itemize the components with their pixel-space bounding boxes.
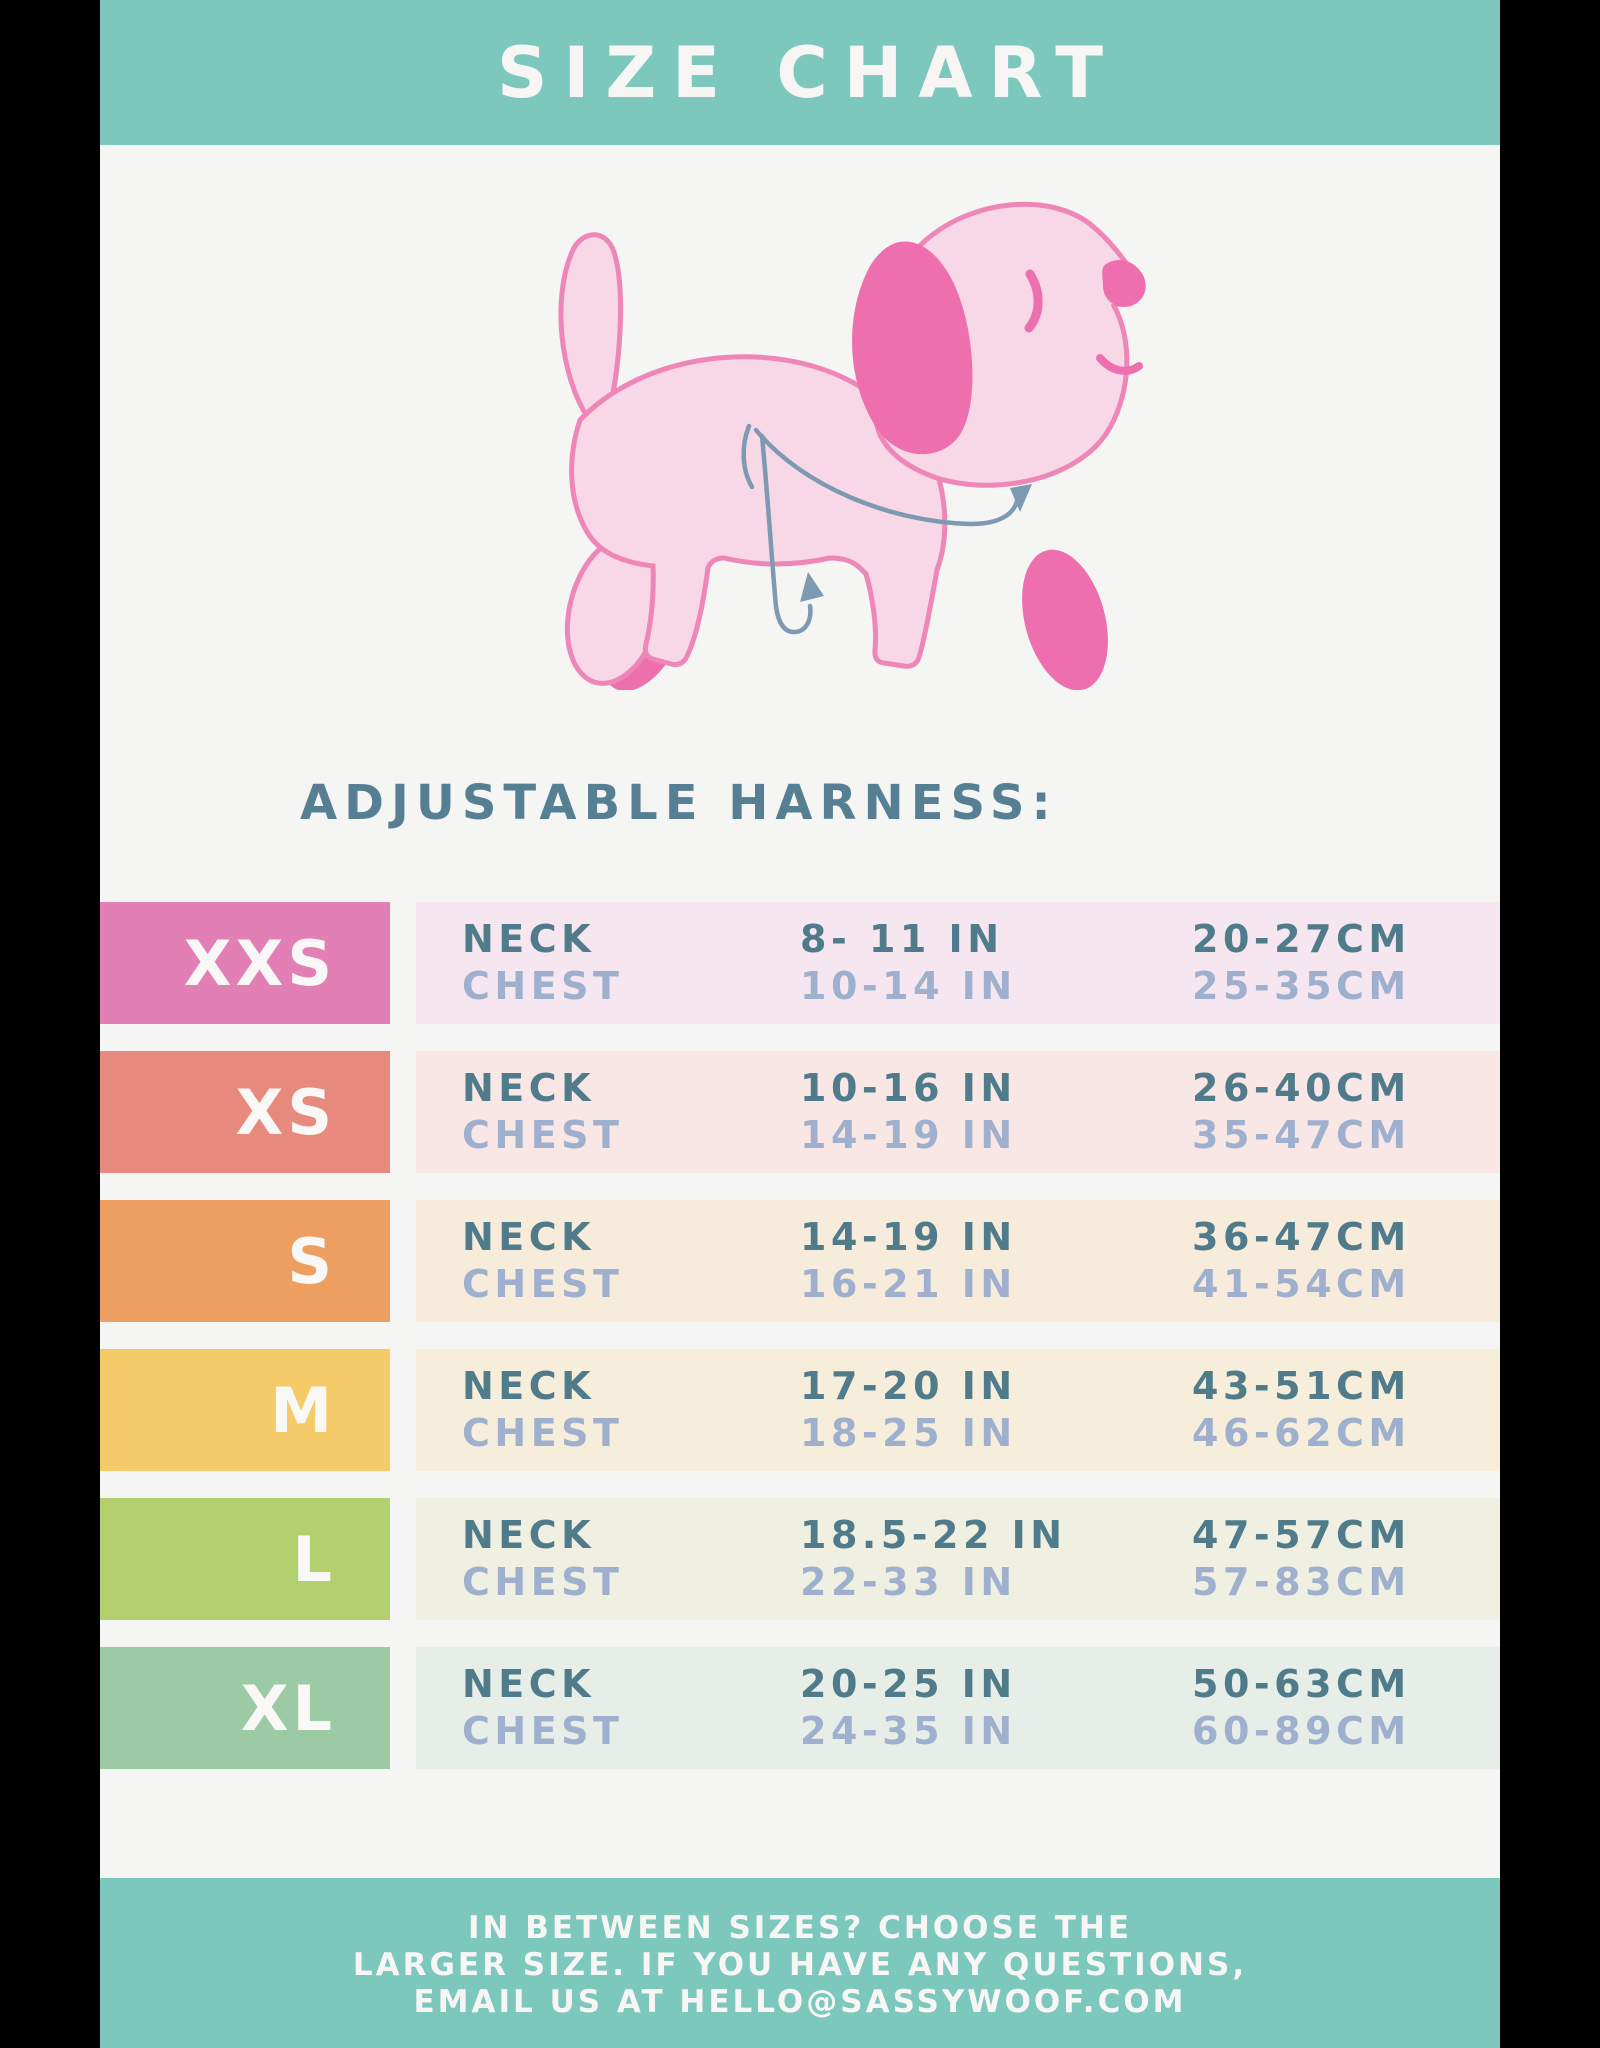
cm-values-chest: 25-35CM bbox=[1192, 963, 1411, 1008]
footer-line-3: EMAIL US AT HELLO@SASSYWOOF.COM bbox=[413, 1983, 1187, 2020]
inch-values-chest: 18-25 IN bbox=[800, 1410, 1017, 1455]
chest-measure-line bbox=[759, 433, 813, 635]
inch-values-chest: 22-33 IN bbox=[800, 1559, 1017, 1604]
size-badge-label: XS bbox=[235, 1075, 336, 1149]
cm-values-neck: 43-51CM bbox=[1192, 1363, 1411, 1408]
size-row-xxs: XXS NECK CHEST 8- 11 IN 10-14 IN 20-27CM 25-35… bbox=[100, 902, 1500, 1024]
chest-measure-arrow bbox=[800, 572, 824, 602]
cm-values: 20-27CM 25-35CM bbox=[1192, 916, 1500, 1008]
measurement-labels-neck: NECK bbox=[462, 916, 596, 961]
inch-values-chest: 10-14 IN bbox=[800, 963, 1017, 1008]
dog-nose bbox=[1102, 259, 1146, 307]
size-badge-label: XXS bbox=[183, 926, 336, 1000]
cm-values: 36-47CM 41-54CM bbox=[1192, 1214, 1500, 1306]
footer-line-2: LARGER SIZE. IF YOU HAVE ANY QUESTIONS, bbox=[352, 1946, 1248, 1983]
inch-values: 20-25 IN 24-35 IN bbox=[800, 1661, 1192, 1753]
dog-harness-illustration bbox=[420, 170, 1200, 692]
cm-values-neck: 47-57CM bbox=[1192, 1512, 1411, 1557]
neck-measure-back-segment bbox=[741, 423, 755, 490]
measurement-labels: NECK CHEST bbox=[462, 1661, 800, 1753]
size-badge: XL bbox=[100, 1647, 390, 1769]
measurement-labels: NECK CHEST bbox=[462, 1214, 800, 1306]
inch-values-neck: 10-16 IN bbox=[800, 1065, 1017, 1110]
header-banner: SIZE CHART bbox=[100, 0, 1500, 145]
inch-values-neck: 17-20 IN bbox=[800, 1363, 1017, 1408]
cm-values-chest: 60-89CM bbox=[1192, 1708, 1411, 1753]
cm-values-chest: 35-47CM bbox=[1192, 1112, 1411, 1157]
measurement-labels-neck: NECK bbox=[462, 1661, 596, 1706]
page-title: SIZE CHART bbox=[496, 31, 1120, 114]
inch-values: 8- 11 IN 10-14 IN bbox=[800, 916, 1192, 1008]
size-badge-label: L bbox=[292, 1522, 336, 1596]
neck-measure-arrow bbox=[1010, 484, 1032, 512]
measurement-labels: NECK CHEST bbox=[462, 1363, 800, 1455]
cm-values-neck: 26-40CM bbox=[1192, 1065, 1411, 1110]
inch-values-chest: 24-35 IN bbox=[800, 1708, 1017, 1753]
inch-values-chest: 14-19 IN bbox=[800, 1112, 1017, 1157]
measurement-labels-neck: NECK bbox=[462, 1065, 596, 1110]
dog-eye bbox=[1024, 269, 1043, 333]
size-chart-infographic: SIZE CHART ADJUS bbox=[100, 0, 1500, 2048]
cm-values-chest: 41-54CM bbox=[1192, 1261, 1411, 1306]
size-badge-label: M bbox=[270, 1373, 336, 1447]
measurement-labels-chest: CHEST bbox=[462, 1708, 624, 1753]
neck-measure-line bbox=[753, 427, 1020, 527]
size-badge: XXS bbox=[100, 902, 390, 1024]
dog-mouth bbox=[1096, 354, 1143, 375]
cm-values: 50-63CM 60-89CM bbox=[1192, 1661, 1500, 1753]
size-badge: S bbox=[100, 1200, 390, 1322]
measurement-labels-neck: NECK bbox=[462, 1512, 596, 1557]
cm-values: 47-57CM 57-83CM bbox=[1192, 1512, 1500, 1604]
size-row-l: L NECK CHEST 18.5-22 IN 22-33 IN 47-57CM 57-83… bbox=[100, 1498, 1500, 1620]
cm-values: 26-40CM 35-47CM bbox=[1192, 1065, 1500, 1157]
size-row-values: NECK CHEST 20-25 IN 24-35 IN 50-63CM 60-89CM bbox=[416, 1647, 1500, 1769]
size-badge: L bbox=[100, 1498, 390, 1620]
dog-far-front-leg bbox=[1022, 549, 1108, 691]
size-row-xl: XL NECK CHEST 20-25 IN 24-35 IN 50-63CM 60-89C… bbox=[100, 1647, 1500, 1769]
inch-values-neck: 20-25 IN bbox=[800, 1661, 1017, 1706]
inch-values-chest: 16-21 IN bbox=[800, 1261, 1017, 1306]
footer-line-1: IN BETWEEN SIZES? CHOOSE THE bbox=[467, 1909, 1133, 1946]
inch-values: 10-16 IN 14-19 IN bbox=[800, 1065, 1192, 1157]
section-title: ADJUSTABLE HARNESS: bbox=[300, 775, 1058, 831]
measurement-labels-neck: NECK bbox=[462, 1363, 596, 1408]
cm-values-neck: 36-47CM bbox=[1192, 1214, 1411, 1259]
size-badge-label: XL bbox=[240, 1671, 336, 1745]
inch-values-neck: 8- 11 IN bbox=[800, 916, 1004, 961]
measurement-labels: NECK CHEST bbox=[462, 1065, 800, 1157]
cm-values-neck: 20-27CM bbox=[1192, 916, 1411, 961]
size-row-values: NECK CHEST 10-16 IN 14-19 IN 26-40CM 35-47CM bbox=[416, 1051, 1500, 1173]
dog-ear bbox=[852, 241, 973, 455]
measurement-labels-chest: CHEST bbox=[462, 1410, 624, 1455]
size-row-values: NECK CHEST 17-20 IN 18-25 IN 43-51CM 46-62CM bbox=[416, 1349, 1500, 1471]
footer-banner: IN BETWEEN SIZES? CHOOSE THE LARGER SIZE… bbox=[100, 1878, 1500, 2048]
inch-values-neck: 14-19 IN bbox=[800, 1214, 1017, 1259]
size-row-values: NECK CHEST 14-19 IN 16-21 IN 36-47CM 41-54CM bbox=[416, 1200, 1500, 1322]
inch-values-neck: 18.5-22 IN bbox=[800, 1512, 1067, 1557]
measurement-labels-chest: CHEST bbox=[462, 1112, 624, 1157]
cm-values-chest: 57-83CM bbox=[1192, 1559, 1411, 1604]
size-row-m: M NECK CHEST 17-20 IN 18-25 IN 43-51CM 46-62CM bbox=[100, 1349, 1500, 1471]
cm-values-neck: 50-63CM bbox=[1192, 1661, 1411, 1706]
cm-values-chest: 46-62CM bbox=[1192, 1410, 1411, 1455]
size-badge-label: S bbox=[287, 1224, 336, 1298]
inch-values: 17-20 IN 18-25 IN bbox=[800, 1363, 1192, 1455]
size-badge: XS bbox=[100, 1051, 390, 1173]
measurement-labels-neck: NECK bbox=[462, 1214, 596, 1259]
size-row-values: NECK CHEST 8- 11 IN 10-14 IN 20-27CM 25-35CM bbox=[416, 902, 1500, 1024]
cm-values: 43-51CM 46-62CM bbox=[1192, 1363, 1500, 1455]
size-row-s: S NECK CHEST 14-19 IN 16-21 IN 36-47CM 41-54CM bbox=[100, 1200, 1500, 1322]
inch-values: 14-19 IN 16-21 IN bbox=[800, 1214, 1192, 1306]
size-badge: M bbox=[100, 1349, 390, 1471]
inch-values: 18.5-22 IN 22-33 IN bbox=[800, 1512, 1192, 1604]
measurement-labels-chest: CHEST bbox=[462, 1559, 624, 1604]
size-row-values: NECK CHEST 18.5-22 IN 22-33 IN 47-57CM 57-83C… bbox=[416, 1498, 1500, 1620]
measurement-labels-chest: CHEST bbox=[462, 1261, 624, 1306]
measurement-labels: NECK CHEST bbox=[462, 1512, 800, 1604]
dog-illustration-svg bbox=[558, 201, 1146, 692]
measurement-labels: NECK CHEST bbox=[462, 916, 800, 1008]
measurement-labels-chest: CHEST bbox=[462, 963, 624, 1008]
size-row-xs: XS NECK CHEST 10-16 IN 14-19 IN 26-40CM 35-47C… bbox=[100, 1051, 1500, 1173]
size-table: XXS NECK CHEST 8- 11 IN 10-14 IN 20-27CM 25-35… bbox=[100, 902, 1500, 1796]
